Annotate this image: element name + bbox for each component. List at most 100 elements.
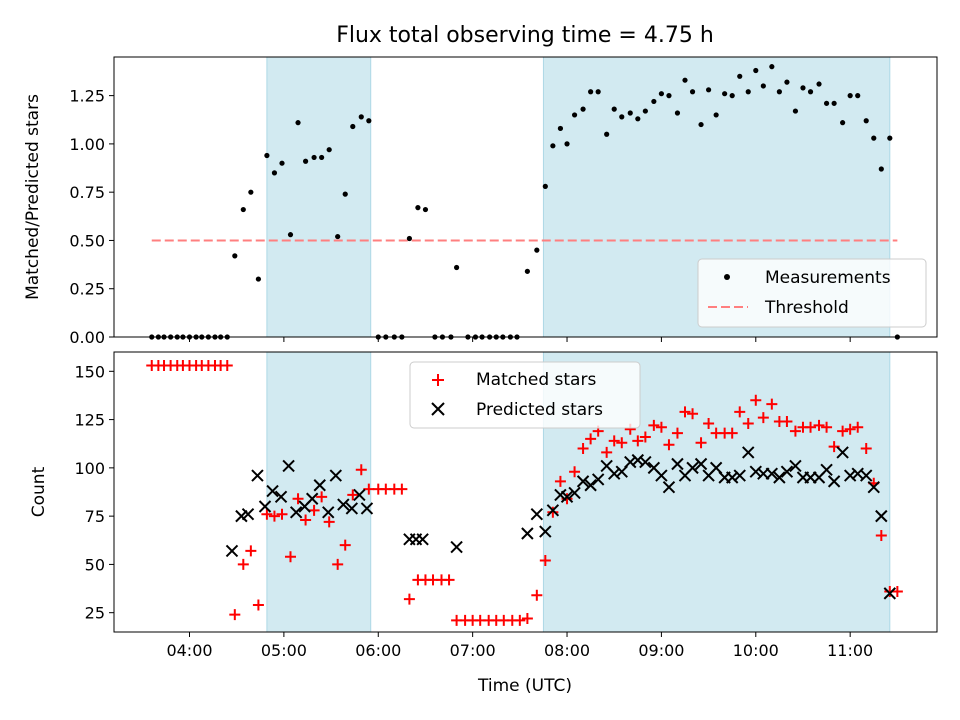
count-y-tick-label: 50 — [85, 555, 105, 574]
predicted-point — [521, 527, 534, 540]
count-y-tick-label: 100 — [74, 459, 105, 478]
measurement-point — [776, 89, 782, 95]
measurement-point — [255, 276, 262, 282]
predicted-point — [313, 479, 326, 492]
matched-point — [547, 506, 559, 518]
matched-point — [703, 417, 715, 429]
matched-point — [316, 491, 328, 503]
measurement-point — [611, 106, 617, 112]
measurement-point — [847, 93, 853, 99]
predicted-point — [827, 475, 841, 488]
measurement-point — [855, 93, 861, 99]
predicted-point — [546, 504, 560, 517]
predicted-point — [241, 507, 255, 521]
predicted-point — [624, 455, 637, 469]
matched-point — [655, 421, 667, 433]
predicted-point — [765, 467, 779, 480]
count-y-tick-label: 150 — [74, 362, 105, 381]
measurement-point — [887, 135, 893, 141]
predicted-point — [450, 540, 463, 554]
measurement-point — [557, 125, 564, 132]
measurement-point — [831, 100, 837, 106]
ratio-y-tick-label: 1.25 — [69, 87, 105, 106]
predicted-legend-label: Predicted stars — [476, 400, 603, 420]
measurement-point — [595, 89, 601, 95]
matched-point — [577, 443, 589, 455]
predicted-point — [258, 500, 272, 513]
measurement-point — [840, 120, 846, 126]
measurement-point — [271, 170, 278, 176]
count-legend-box — [409, 361, 641, 429]
matched-point — [687, 408, 699, 420]
matched-point — [742, 417, 754, 429]
matched-point — [339, 539, 351, 551]
matched-point — [284, 551, 296, 563]
x-tick-label: 08:00 — [544, 641, 590, 660]
predicted-point — [539, 525, 552, 538]
measurement-point — [729, 93, 735, 99]
predicted-point — [576, 475, 590, 488]
chart-title: Flux total observing time = 4.75 h — [336, 23, 714, 48]
matched-point — [875, 529, 887, 541]
matched-point — [443, 574, 455, 586]
measurement-point — [248, 189, 254, 195]
measurement-point — [604, 131, 610, 137]
measurement-point — [350, 123, 356, 130]
matched-point — [852, 421, 864, 433]
matched-point — [514, 614, 526, 626]
measurement-point — [319, 154, 325, 161]
matched-point — [813, 419, 825, 431]
predicted-point — [742, 446, 755, 459]
predicted-point — [749, 465, 762, 478]
measurement-point — [571, 112, 578, 118]
predicted-point — [251, 469, 264, 482]
measurement-point — [753, 67, 759, 74]
predicted-point — [875, 509, 888, 523]
x-tick-label: 05:00 — [261, 641, 307, 660]
ratio-legend-box — [697, 258, 927, 328]
matched-point — [355, 464, 367, 476]
x-tick-label: 10:00 — [733, 641, 779, 660]
count-panel-frame — [113, 351, 938, 633]
measurement-point — [588, 89, 594, 95]
predicted-legend-marker — [431, 402, 445, 416]
matched-point — [323, 516, 335, 528]
matched-point — [734, 406, 746, 418]
matched-point — [332, 558, 344, 570]
measurement-point — [878, 166, 884, 172]
predicted-point — [305, 492, 319, 505]
count-y-tick-label: 75 — [85, 507, 105, 526]
matched-point — [276, 508, 288, 520]
measurement-point — [800, 85, 806, 91]
predicted-point — [353, 488, 366, 502]
predicted-point — [662, 480, 676, 494]
measurement-point — [642, 108, 648, 114]
matched-point — [539, 555, 551, 567]
predicted-point — [733, 469, 746, 482]
predicted-point — [530, 507, 544, 521]
matched-point — [521, 612, 533, 624]
measurement-point — [311, 154, 317, 161]
predicted-point — [282, 459, 295, 473]
measurement-point — [335, 233, 341, 240]
measurement-point — [524, 268, 530, 274]
x-tick-label: 07:00 — [450, 641, 496, 660]
measurement-point — [627, 110, 633, 116]
matched-point — [569, 466, 581, 478]
measurements-legend-label: Measurements — [765, 268, 891, 288]
matched-point — [860, 443, 872, 455]
matched-point — [292, 493, 304, 505]
matched-point — [726, 427, 738, 439]
predicted-point — [289, 506, 303, 519]
predicted-point — [608, 467, 621, 480]
matched-point — [805, 421, 817, 433]
measurement-point — [366, 118, 372, 124]
measurement-point — [287, 232, 294, 238]
matched-point — [300, 514, 312, 526]
matched-legend-marker — [432, 374, 444, 386]
predicted-point — [836, 446, 849, 459]
measurement-point — [713, 112, 719, 118]
matched-point — [789, 425, 801, 437]
measurement-point — [240, 206, 246, 213]
threshold-legend-label: Threshold — [764, 298, 849, 318]
